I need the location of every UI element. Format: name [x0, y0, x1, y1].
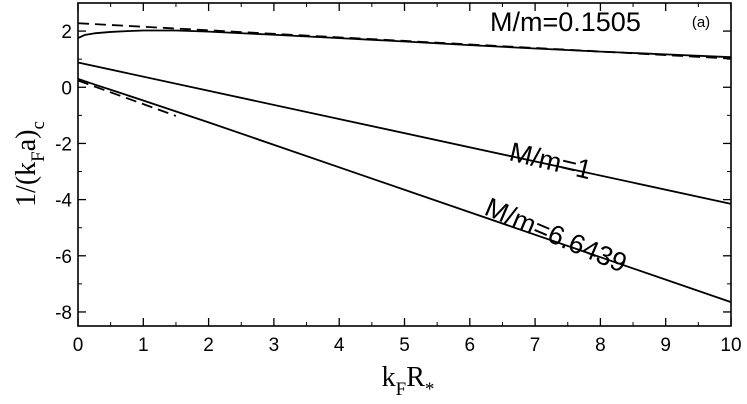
- annotation-m-1: M/m=1: [507, 137, 595, 186]
- y-axis-ticks: -8 -6 -4 -2 0 2: [55, 2, 731, 324]
- dashed-curve-4: [77, 79, 177, 117]
- x-tick-label: 4: [334, 335, 345, 356]
- y-tick-label: -4: [55, 191, 72, 212]
- x-tick-label: 2: [203, 335, 214, 356]
- x-tick-label: 1: [138, 335, 149, 356]
- x-tick-label: 6: [465, 335, 476, 356]
- y-axis-title: 1/(kFa)c: [11, 121, 49, 207]
- x-tick-label: 9: [660, 335, 671, 356]
- x-axis-title: kFR*: [382, 362, 435, 400]
- plot-area-frame: [77, 2, 732, 327]
- x-tick-label: 3: [269, 335, 280, 356]
- annotation-m-0.1505: M/m=0.1505: [490, 7, 641, 37]
- annotation-m-6.6439: M/m=6.6439: [481, 192, 632, 279]
- y-tick-label: -8: [55, 303, 72, 324]
- solid-curve-3: [77, 77, 732, 303]
- y-tick-label: -2: [55, 134, 72, 155]
- solid-curve-2: [77, 61, 732, 205]
- y-tick-label: -6: [55, 247, 72, 268]
- x-tick-label: 8: [595, 335, 606, 356]
- dashed-curve-1: [77, 22, 732, 60]
- x-tick-label: 10: [720, 335, 741, 356]
- series-layer: [77, 22, 732, 303]
- x-axis-ticks: 0 1 2 3 4 5 6 7 8 9 10: [73, 3, 742, 356]
- panel-label: (a): [692, 14, 710, 31]
- y-tick-label: 2: [61, 22, 72, 43]
- x-tick-label: 7: [530, 335, 541, 356]
- x-tick-label: 5: [399, 335, 410, 356]
- solid-curve-0: [77, 29, 732, 59]
- x-tick-label: 0: [73, 335, 84, 356]
- y-tick-label: 0: [61, 78, 72, 99]
